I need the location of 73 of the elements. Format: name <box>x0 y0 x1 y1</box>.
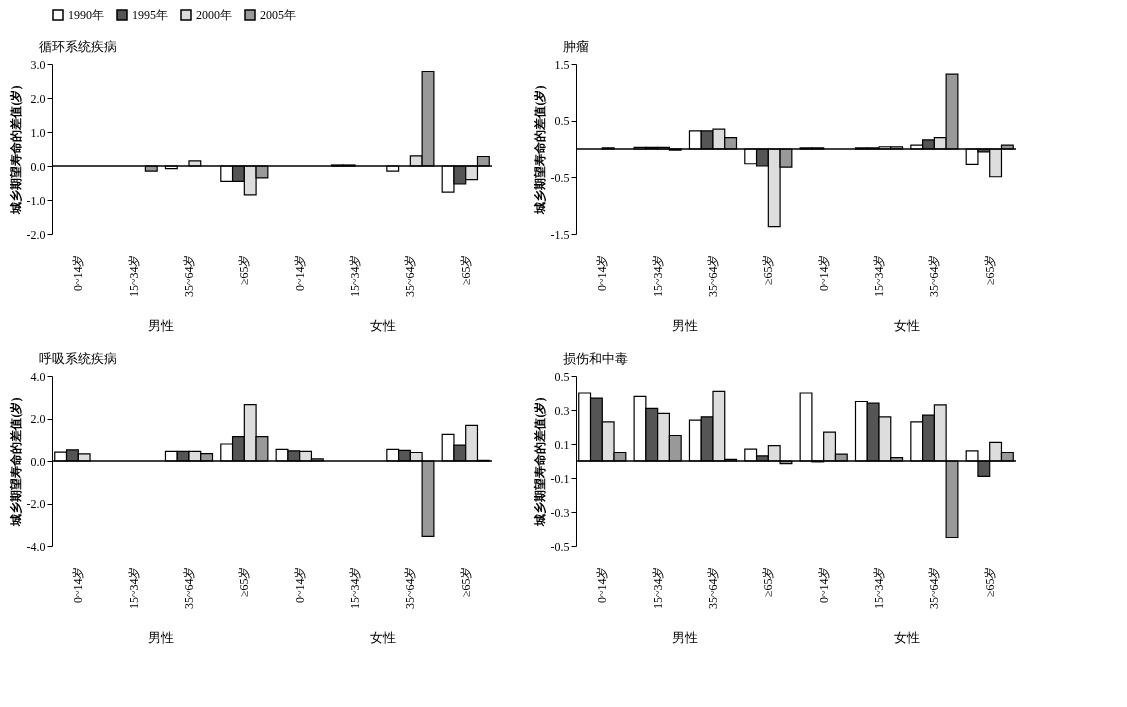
y-tick-label: 2.0 <box>30 91 46 106</box>
y-tick-label: 1.5 <box>554 57 570 72</box>
y-axis-title: 城乡期望寿命的差值(岁) <box>532 85 547 215</box>
x-tick-label: 35~64岁 <box>927 254 942 297</box>
chart-title: 损伤和中毒 <box>563 351 628 366</box>
x-tick-label: 0~14岁 <box>816 254 831 291</box>
y-tick-label: -1.0 <box>26 193 46 208</box>
y-tick-label: 1.0 <box>30 125 46 140</box>
x-tick-label: 15~34岁 <box>872 566 887 609</box>
x-tick-label: ≥65岁 <box>761 566 776 598</box>
y-tick-label: 0.5 <box>554 114 570 129</box>
legend-label: 1995年 <box>132 8 168 22</box>
y-tick-label: -0.5 <box>550 539 570 554</box>
x-tick-label: ≥65岁 <box>458 254 473 286</box>
x-tick-label: 15~34岁 <box>650 566 665 609</box>
x-tick-label: ≥65岁 <box>761 254 776 286</box>
x-tick-label: 0~14岁 <box>292 566 307 603</box>
x-tick-label: ≥65岁 <box>237 254 252 286</box>
y-axis-title: 城乡期望寿命的差值(岁) <box>532 397 547 527</box>
x-tick-label: 15~34岁 <box>126 254 141 297</box>
x-tick-label: 15~34岁 <box>348 566 363 609</box>
x-tick-label: 15~34岁 <box>872 254 887 297</box>
x-tick-label: 35~64岁 <box>927 566 942 609</box>
text: 女性 <box>369 630 396 645</box>
x-tick-label: 15~34岁 <box>348 254 363 297</box>
text: 女性 <box>893 318 920 333</box>
x-tick-label: ≥65岁 <box>237 566 252 598</box>
y-tick-label: -1.5 <box>550 227 570 242</box>
chart-title: 循环系统疾病 <box>39 39 117 54</box>
y-tick-label: 0.5 <box>554 369 570 384</box>
x-tick-label: 0~14岁 <box>292 254 307 291</box>
x-tick-label: 35~64岁 <box>181 566 196 609</box>
text: 男性 <box>672 630 699 645</box>
y-tick-label: -2.0 <box>26 497 46 511</box>
legend-label: 1990年 <box>68 8 104 22</box>
text: 女性 <box>893 630 920 645</box>
x-tick-label: ≥65岁 <box>458 566 473 598</box>
x-tick-label: 0~14岁 <box>816 566 831 603</box>
chart-title: 肿瘤 <box>563 39 589 54</box>
x-tick-label: 35~64岁 <box>181 254 196 297</box>
y-tick-label: -0.5 <box>550 170 570 185</box>
y-tick-label: -0.1 <box>550 471 570 486</box>
y-tick-label: 4.0 <box>30 369 46 384</box>
x-tick-label: 0~14岁 <box>595 566 610 603</box>
y-tick-label: 0.3 <box>554 403 570 418</box>
y-tick-label: 3.0 <box>30 57 46 72</box>
y-tick-label: 0.1 <box>554 437 570 452</box>
legend-label: 2005年 <box>260 8 296 22</box>
x-tick-label: 0~14岁 <box>71 566 86 603</box>
y-axis-title: 城乡期望寿命的差值(岁) <box>8 397 23 527</box>
legend-label: 2000年 <box>196 8 232 22</box>
y-axis-title: 城乡期望寿命的差值(岁) <box>8 85 23 215</box>
x-tick-label: ≥65岁 <box>982 254 997 286</box>
x-tick-label: 0~14岁 <box>71 254 86 291</box>
text: 男性 <box>672 318 699 333</box>
x-tick-label: 35~64岁 <box>403 254 418 297</box>
y-tick-label: 0.0 <box>30 454 46 469</box>
text: 男性 <box>148 630 175 645</box>
text: 女性 <box>369 318 396 333</box>
y-tick-label: -4.0 <box>26 539 46 554</box>
y-tick-label: 0.0 <box>30 159 46 174</box>
x-tick-label: 0~14岁 <box>595 254 610 291</box>
text: 男性 <box>148 318 175 333</box>
x-tick-label: 35~64岁 <box>705 566 720 609</box>
x-tick-label: 35~64岁 <box>403 566 418 609</box>
x-tick-label: 35~64岁 <box>705 254 720 297</box>
x-tick-label: ≥65岁 <box>982 566 997 598</box>
y-tick-label: -0.3 <box>550 505 570 520</box>
x-tick-label: 15~34岁 <box>126 566 141 609</box>
y-tick-label: -2.0 <box>26 227 46 242</box>
x-tick-label: 15~34岁 <box>650 254 665 297</box>
y-tick-label: 2.0 <box>30 412 46 426</box>
chart-title: 呼吸系统疾病 <box>39 351 117 366</box>
